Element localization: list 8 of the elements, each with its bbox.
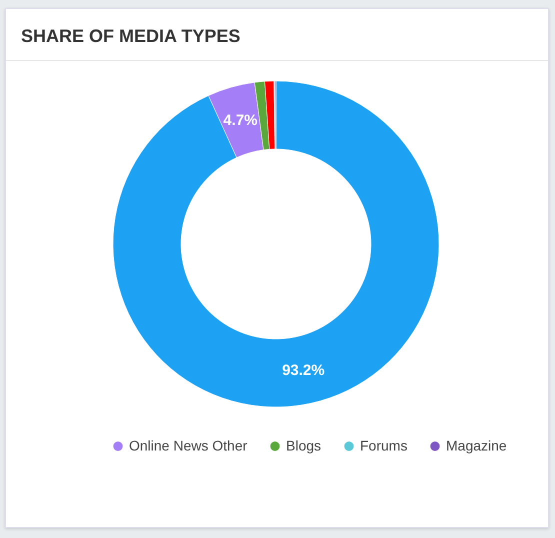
data-label: 4.7% [223,112,258,130]
legend-label: Online News Other [129,437,248,454]
data-label: 93.2% [282,362,325,380]
donut-slice [112,80,440,408]
legend-label: Forums [360,437,408,454]
legend-label: Magazine [446,437,507,454]
legend-label: Blogs [286,437,322,454]
chart-title: SHARE OF MEDIA TYPES [6,9,548,61]
